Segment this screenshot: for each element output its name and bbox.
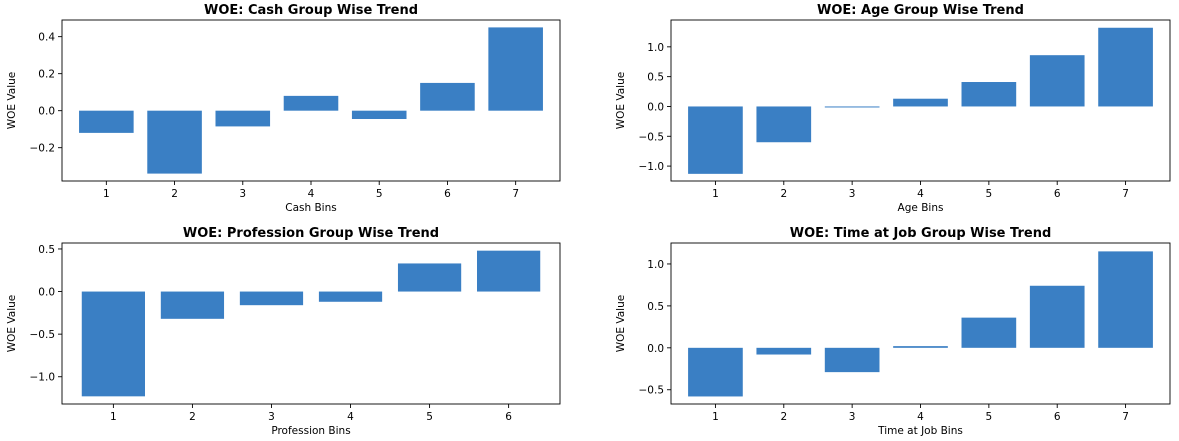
- bar-4: [893, 98, 948, 107]
- x-tick-label: 3: [849, 188, 856, 200]
- y-tick-label: −1.0: [639, 161, 665, 173]
- bar-5: [351, 110, 407, 120]
- x-tick-label: 6: [1054, 411, 1061, 423]
- bar-4: [318, 291, 383, 302]
- bar-5: [961, 82, 1017, 107]
- bar-3: [215, 110, 271, 127]
- bar-6: [1029, 285, 1085, 348]
- bar-2: [147, 110, 202, 174]
- x-tick-label: 5: [986, 411, 993, 423]
- plot-frame: [670, 242, 1171, 405]
- y-tick-label: −0.5: [639, 131, 665, 143]
- y-axis-label: WOE Value: [615, 72, 627, 129]
- y-tick-label: 1.0: [647, 259, 664, 271]
- y-tick-label: 0.4: [38, 32, 55, 44]
- bar-7: [488, 27, 543, 111]
- x-tick-label: 6: [444, 188, 451, 200]
- x-axis-label: Age Bins: [898, 202, 944, 214]
- chart-title: WOE: Age Group Wise Trend: [817, 3, 1024, 18]
- chart-panel-4: 1 2 3 4 5 6 7 −0.5 0.0 0.5 1.0 WOE: Time at Job Gro…: [615, 226, 1171, 437]
- plot-frame: [61, 242, 561, 405]
- x-tick-label: 7: [512, 188, 519, 200]
- x-axis-label: Cash Bins: [285, 202, 336, 214]
- x-tick-label: 1: [712, 188, 719, 200]
- bar-5: [397, 263, 462, 292]
- bar-1: [81, 291, 145, 397]
- y-tick-label: 0.5: [647, 301, 664, 313]
- chart-panel-3: 1 2 3 4 5 6 −1.0 −0.5 0.0 0.5 WOE: Profession Grou…: [6, 226, 561, 437]
- x-tick-label: 1: [712, 411, 719, 423]
- x-tick-label: 6: [1054, 188, 1061, 200]
- y-tick-label: 0.5: [38, 244, 55, 256]
- y-tick-label: 0.2: [38, 69, 55, 81]
- y-tick-label: 1.0: [647, 42, 664, 54]
- y-tick-label: −0.5: [639, 385, 665, 397]
- x-tick-label: 5: [376, 188, 383, 200]
- x-tick-label: 6: [505, 411, 512, 423]
- x-tick-label: 2: [171, 188, 178, 200]
- bar-7: [1098, 27, 1153, 107]
- chart-title: WOE: Profession Group Wise Trend: [183, 226, 439, 241]
- bar-3: [824, 106, 880, 108]
- x-tick-label: 3: [849, 411, 856, 423]
- x-axis-label: Profession Bins: [271, 425, 350, 437]
- y-tick-label: 0.5: [647, 72, 664, 84]
- y-axis-label: WOE Value: [6, 72, 18, 129]
- bar-4: [893, 346, 948, 348]
- x-tick-label: 1: [103, 188, 110, 200]
- bar-7: [1098, 251, 1153, 348]
- bar-6: [1029, 55, 1085, 107]
- bar-4: [283, 95, 339, 111]
- y-tick-label: −1.0: [30, 372, 56, 384]
- x-tick-label: 5: [986, 188, 993, 200]
- bar-6: [420, 82, 475, 111]
- y-tick-label: −0.5: [30, 329, 56, 341]
- x-tick-label: 4: [917, 411, 924, 423]
- bar-1: [688, 347, 743, 397]
- bar-1: [79, 110, 134, 133]
- y-tick-label: 0.0: [647, 101, 664, 113]
- x-tick-label: 2: [780, 411, 787, 423]
- x-tick-label: 7: [1122, 188, 1129, 200]
- bar-2: [756, 106, 812, 143]
- bar-1: [688, 106, 743, 174]
- bar-3: [824, 347, 880, 373]
- x-tick-label: 5: [426, 411, 433, 423]
- bar-3: [239, 291, 304, 306]
- y-tick-label: 0.0: [647, 343, 664, 355]
- x-tick-label: 4: [308, 188, 315, 200]
- x-axis-label: Time at Job Bins: [877, 425, 963, 437]
- y-axis-label: WOE Value: [615, 295, 627, 352]
- x-tick-label: 3: [239, 188, 246, 200]
- x-tick-label: 3: [268, 411, 275, 423]
- y-tick-label: 0.0: [38, 287, 55, 299]
- x-tick-label: 2: [780, 188, 787, 200]
- bar-5: [961, 317, 1017, 348]
- y-tick-label: −0.2: [30, 143, 56, 155]
- y-tick-label: 0.0: [38, 106, 55, 118]
- chart-title: WOE: Time at Job Group Wise Trend: [790, 226, 1052, 241]
- bar-2: [160, 291, 225, 319]
- y-axis-label: WOE Value: [6, 295, 18, 352]
- chart-title: WOE: Cash Group Wise Trend: [204, 3, 418, 18]
- x-tick-label: 4: [347, 411, 354, 423]
- bar-2: [756, 347, 812, 355]
- chart-panel-1: 1 2 3 4 5 6 7 −0.2 0.0 0.2 0.4 WOE: Cash Group Wise…: [6, 3, 561, 214]
- x-tick-label: 7: [1122, 411, 1129, 423]
- chart-panel-2: 1 2 3 4 5 6 7 −1.0 −0.5 0.0 0.5 1.0 WOE: Age Group W…: [615, 3, 1171, 214]
- x-tick-label: 2: [189, 411, 196, 423]
- x-tick-label: 1: [110, 411, 117, 423]
- bar-6: [477, 250, 541, 292]
- x-tick-label: 4: [917, 188, 924, 200]
